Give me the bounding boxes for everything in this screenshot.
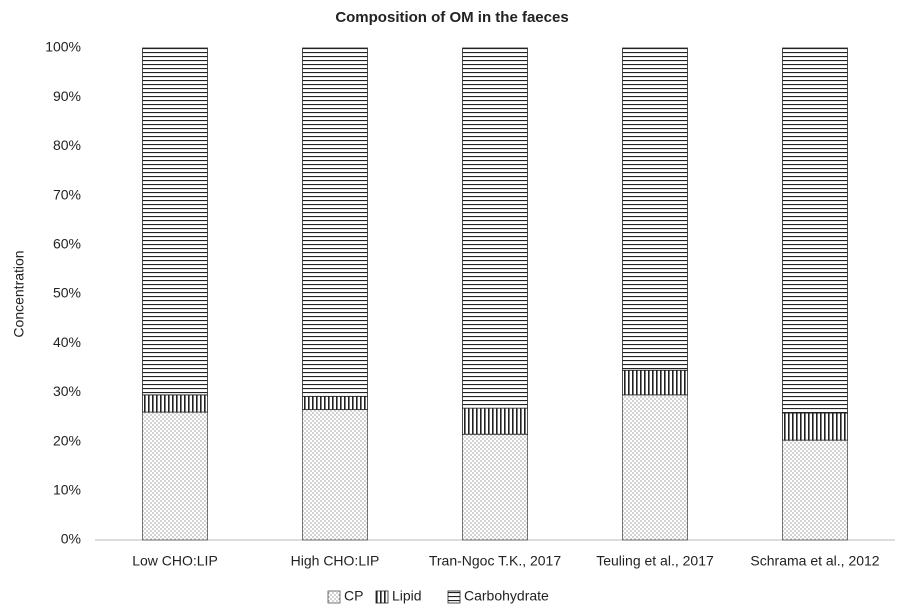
y-tick-label: 60% bbox=[53, 236, 81, 252]
legend-label: Lipid bbox=[392, 588, 422, 604]
bar-segment bbox=[302, 409, 368, 541]
y-tick-label: 70% bbox=[53, 186, 81, 202]
bar-segment bbox=[142, 411, 208, 541]
bar-segment bbox=[462, 47, 528, 409]
y-tick-label: 50% bbox=[53, 285, 81, 301]
legend-swatch bbox=[327, 590, 341, 604]
bar-segment bbox=[302, 47, 368, 397]
legend-label: CP bbox=[344, 588, 363, 604]
bar-segment bbox=[462, 433, 528, 541]
x-tick-label: High CHO:LIP bbox=[291, 553, 380, 569]
bar-segment bbox=[782, 439, 848, 541]
bar-segment bbox=[142, 394, 208, 413]
x-tick-label: Low CHO:LIP bbox=[132, 553, 218, 569]
x-tick-label: Teuling et al., 2017 bbox=[596, 553, 714, 569]
bar-segment bbox=[782, 47, 848, 414]
x-tick-label: Tran-Ngoc T.K., 2017 bbox=[429, 553, 562, 569]
y-tick-label: 0% bbox=[61, 531, 81, 547]
y-tick-label: 30% bbox=[53, 383, 81, 399]
bar-segment bbox=[622, 47, 688, 371]
bar-segment bbox=[622, 369, 688, 396]
bar-segment bbox=[142, 47, 208, 396]
legend-swatch bbox=[375, 590, 389, 604]
x-tick-label: Schrama et al., 2012 bbox=[750, 553, 879, 569]
y-axis-label: Concentration bbox=[11, 250, 27, 337]
chart-title: Composition of OM in the faeces bbox=[335, 9, 568, 26]
y-tick-label: 80% bbox=[53, 137, 81, 153]
y-tick-label: 20% bbox=[53, 432, 81, 448]
legend-label: Carbohydrate bbox=[464, 588, 549, 604]
legend-swatch bbox=[447, 590, 461, 604]
y-tick-label: 10% bbox=[53, 482, 81, 498]
y-tick-label: 100% bbox=[45, 39, 81, 55]
bar-segment bbox=[302, 395, 368, 411]
y-tick-label: 90% bbox=[53, 88, 81, 104]
y-tick-label: 40% bbox=[53, 334, 81, 350]
bar-segment bbox=[782, 412, 848, 441]
bar-segment bbox=[462, 407, 528, 435]
bar-segment bbox=[622, 394, 688, 541]
